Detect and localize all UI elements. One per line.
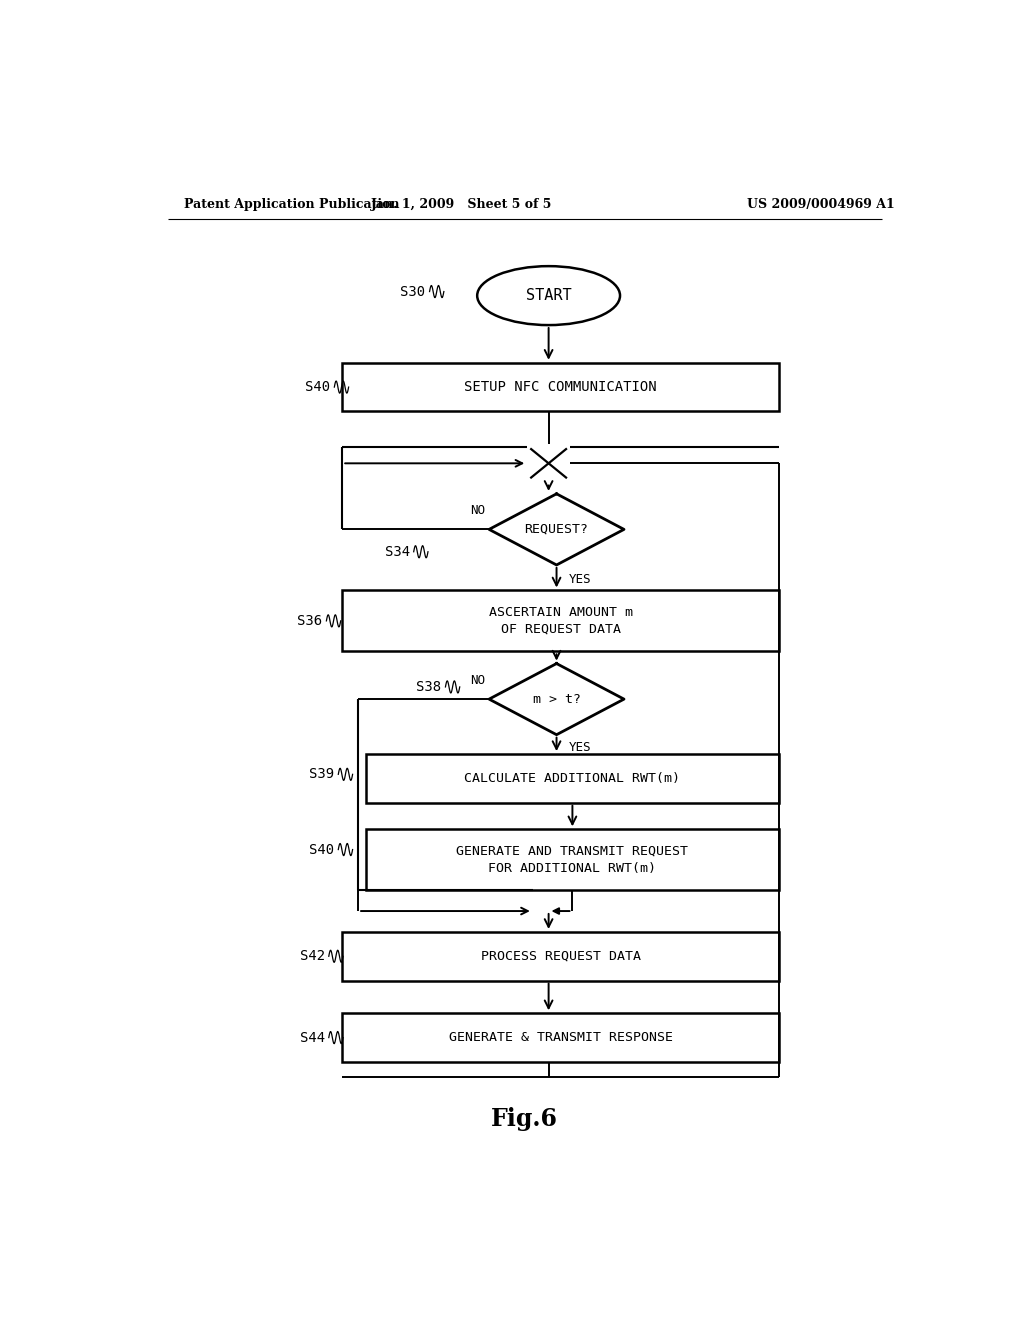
- Text: US 2009/0004969 A1: US 2009/0004969 A1: [748, 198, 895, 211]
- Text: S39: S39: [309, 767, 334, 781]
- Text: PROCESS REQUEST DATA: PROCESS REQUEST DATA: [480, 950, 641, 962]
- Text: SETUP NFC COMMUNICATION: SETUP NFC COMMUNICATION: [464, 380, 656, 395]
- Text: GENERATE AND TRANSMIT REQUEST
FOR ADDITIONAL RWT(m): GENERATE AND TRANSMIT REQUEST FOR ADDITI…: [457, 845, 688, 875]
- Text: m > t?: m > t?: [532, 693, 581, 706]
- Text: ASCERTAIN AMOUNT m
OF REQUEST DATA: ASCERTAIN AMOUNT m OF REQUEST DATA: [488, 606, 633, 636]
- Text: S38: S38: [417, 680, 441, 694]
- Bar: [342, 1014, 778, 1063]
- Text: S34: S34: [385, 545, 410, 558]
- Text: NO: NO: [470, 504, 484, 517]
- Text: START: START: [525, 288, 571, 304]
- Text: Jan. 1, 2009   Sheet 5 of 5: Jan. 1, 2009 Sheet 5 of 5: [371, 198, 552, 211]
- Bar: [366, 754, 778, 803]
- Text: YES: YES: [568, 573, 591, 586]
- Bar: [366, 829, 778, 890]
- Text: S40: S40: [305, 380, 331, 395]
- Text: YES: YES: [568, 741, 591, 754]
- Text: NO: NO: [470, 675, 484, 686]
- Bar: [342, 932, 778, 981]
- Bar: [342, 363, 778, 412]
- Bar: [342, 590, 778, 651]
- Text: CALCULATE ADDITIONAL RWT(m): CALCULATE ADDITIONAL RWT(m): [465, 772, 680, 785]
- Text: Fig.6: Fig.6: [492, 1107, 558, 1131]
- Text: S42: S42: [300, 949, 325, 964]
- Text: S40: S40: [309, 842, 334, 857]
- Text: S44: S44: [300, 1031, 325, 1044]
- Text: S36: S36: [297, 614, 323, 628]
- Text: Patent Application Publication: Patent Application Publication: [183, 198, 399, 211]
- Text: REQUEST?: REQUEST?: [524, 523, 589, 536]
- Text: GENERATE & TRANSMIT RESPONSE: GENERATE & TRANSMIT RESPONSE: [449, 1031, 673, 1044]
- Text: S30: S30: [400, 285, 426, 298]
